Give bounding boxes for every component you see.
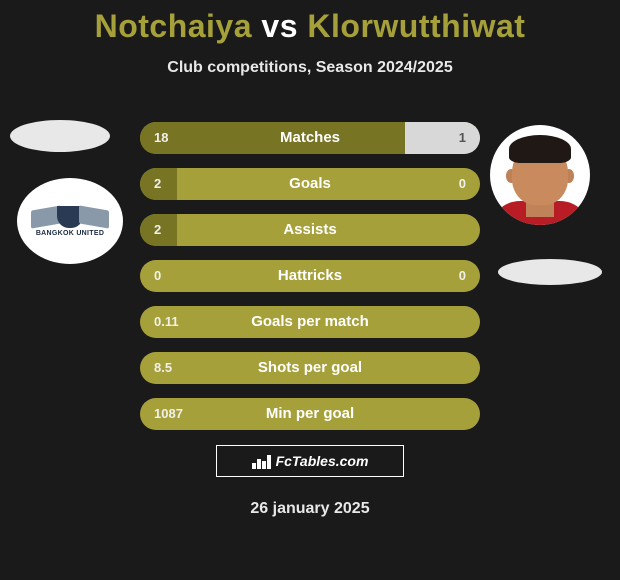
stats-container: 18Matches12Goals02Assists0Hattricks00.11…: [140, 122, 480, 444]
stat-row: 0Hattricks0: [140, 260, 480, 292]
date-text: 26 january 2025: [0, 500, 620, 518]
subtitle: Club competitions, Season 2024/2025: [0, 59, 620, 77]
stat-label: Goals: [140, 168, 480, 200]
comparison-title: Notchaiya vs Klorwutthiwat: [0, 0, 620, 45]
player2-avatar: [490, 125, 590, 225]
stat-label: Assists: [140, 214, 480, 246]
stat-value-right: 1: [459, 122, 466, 154]
club-wings-icon: [31, 206, 109, 228]
player1-avatar-placeholder: [10, 120, 110, 152]
player2-name: Klorwutthiwat: [307, 8, 525, 44]
stat-value-right: 0: [459, 168, 466, 200]
stat-label: Hattricks: [140, 260, 480, 292]
stat-label: Goals per match: [140, 306, 480, 338]
stat-value-right: 0: [459, 260, 466, 292]
stat-row: 2Goals0: [140, 168, 480, 200]
stat-row: 2Assists: [140, 214, 480, 246]
attribution-box: FcTables.com: [216, 445, 404, 477]
player1-club-badge: BANGKOK UNITED: [17, 178, 123, 264]
stat-row: 1087Min per goal: [140, 398, 480, 430]
stat-row: 18Matches1: [140, 122, 480, 154]
stat-row: 0.11Goals per match: [140, 306, 480, 338]
fctables-logo-icon: [252, 453, 272, 469]
stat-label: Min per goal: [140, 398, 480, 430]
attribution-text: FcTables.com: [276, 453, 369, 469]
player2-club-placeholder: [498, 259, 602, 285]
stat-row: 8.5Shots per goal: [140, 352, 480, 384]
player1-name: Notchaiya: [95, 8, 252, 44]
stat-label: Matches: [140, 122, 480, 154]
stat-label: Shots per goal: [140, 352, 480, 384]
club-left-name: BANGKOK UNITED: [36, 230, 104, 237]
vs-separator: vs: [261, 8, 298, 44]
